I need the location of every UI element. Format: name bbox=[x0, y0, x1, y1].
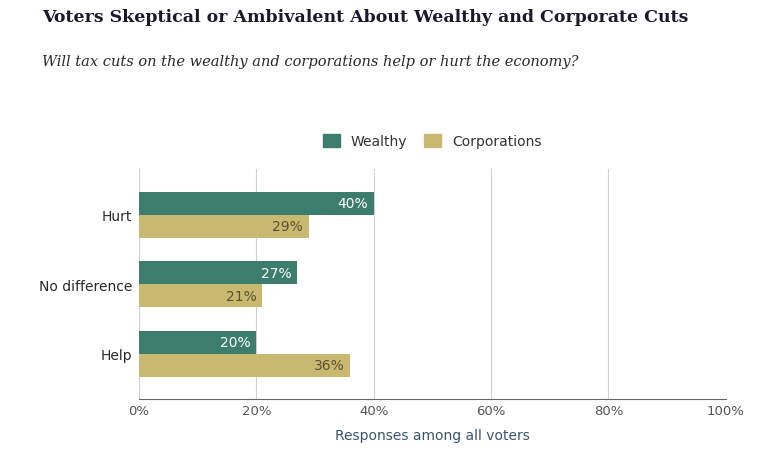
Text: Will tax cuts on the wealthy and corporations help or hurt the economy?: Will tax cuts on the wealthy and corpora… bbox=[42, 55, 579, 69]
Legend: Wealthy, Corporations: Wealthy, Corporations bbox=[319, 131, 546, 153]
Bar bbox=[139, 262, 297, 285]
Bar bbox=[139, 285, 262, 308]
Bar bbox=[139, 192, 374, 215]
X-axis label: Responses among all voters: Responses among all voters bbox=[335, 428, 530, 442]
Bar bbox=[139, 215, 309, 238]
Text: 29%: 29% bbox=[273, 219, 303, 234]
Text: Voters Skeptical or Ambivalent About Wealthy and Corporate Cuts: Voters Skeptical or Ambivalent About Wea… bbox=[42, 9, 689, 26]
Bar bbox=[139, 331, 256, 354]
Text: 27%: 27% bbox=[261, 266, 292, 280]
Bar bbox=[139, 354, 350, 377]
Text: 36%: 36% bbox=[313, 358, 344, 373]
Text: 21%: 21% bbox=[225, 289, 256, 303]
Text: 40%: 40% bbox=[337, 196, 367, 211]
Text: 20%: 20% bbox=[220, 336, 250, 350]
